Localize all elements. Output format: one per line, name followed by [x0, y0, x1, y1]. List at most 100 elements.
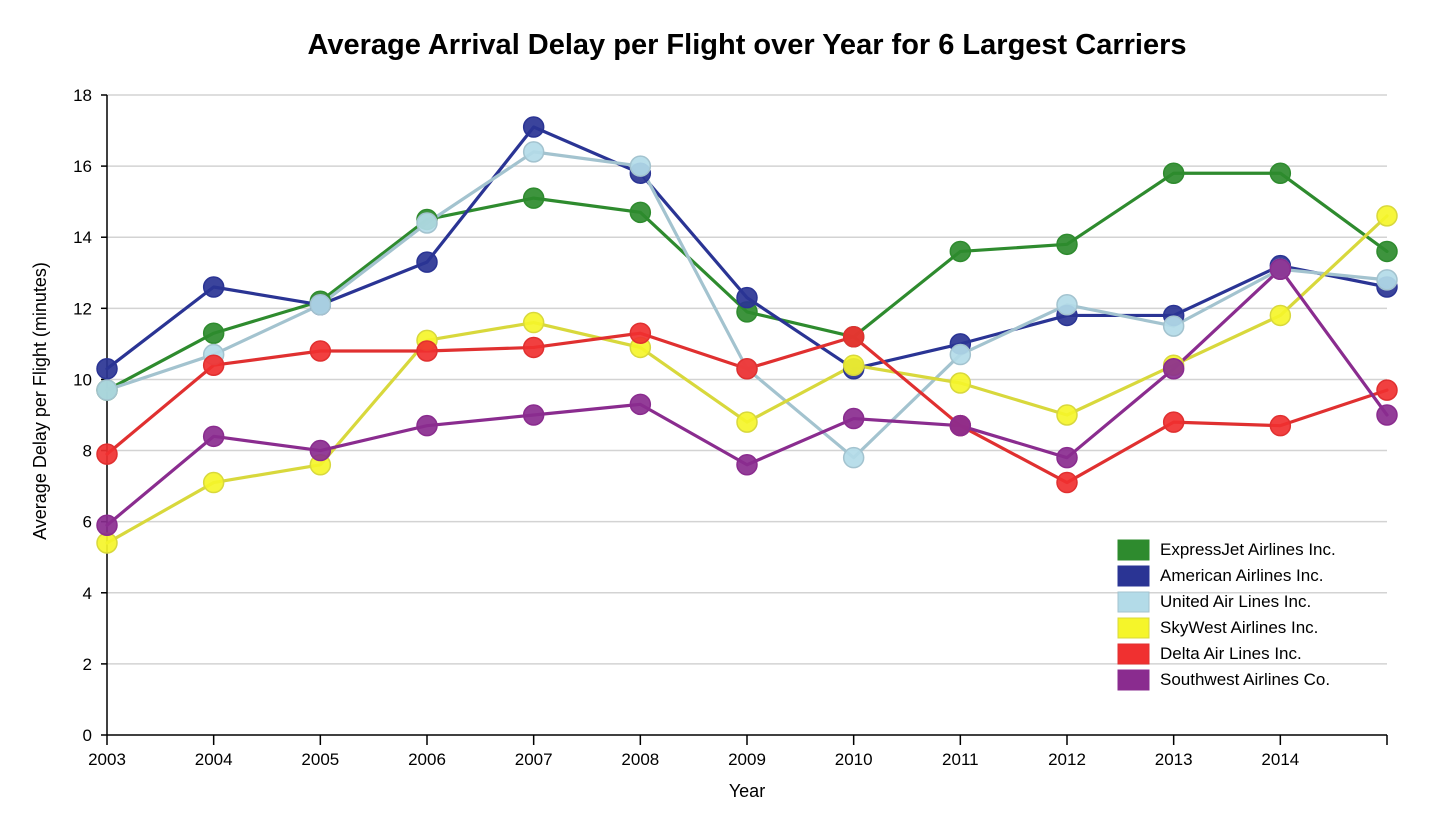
data-point: [1162, 162, 1185, 184]
x-tick-label: 2005: [301, 750, 339, 769]
data-point: [1056, 446, 1078, 469]
data-point: [309, 340, 332, 362]
y-tick-label: 6: [83, 513, 92, 532]
data-point: [96, 358, 118, 380]
data-point: [96, 443, 118, 465]
data-point: [629, 201, 652, 224]
data-point: [736, 286, 758, 309]
data-point: [949, 240, 972, 263]
data-point: [522, 336, 545, 359]
data-point: [416, 251, 438, 273]
data-point: [1056, 404, 1078, 426]
legend-swatch: [1117, 617, 1150, 639]
data-point: [1376, 404, 1398, 426]
legend-swatch: [1117, 591, 1150, 613]
data-point: [1162, 358, 1185, 380]
data-point: [522, 116, 545, 138]
y-tick-label: 12: [73, 299, 92, 318]
chart-title: Average Arrival Delay per Flight over Ye…: [308, 29, 1187, 61]
legend-swatch: [1117, 539, 1150, 561]
data-point: [309, 439, 332, 462]
data-point: [1162, 315, 1185, 337]
x-tick-label: 2010: [835, 750, 873, 769]
legend-swatch: [1117, 669, 1150, 691]
y-tick-label: 0: [83, 726, 92, 745]
data-point: [736, 411, 758, 433]
data-point: [96, 532, 118, 554]
data-point: [416, 340, 438, 362]
x-tick-label: 2012: [1048, 750, 1086, 769]
series-line-0: [105, 171, 1389, 392]
legend-label: American Airlines Inc.: [1160, 566, 1323, 585]
x-tick-label: 2011: [942, 750, 979, 769]
y-tick-label: 18: [73, 86, 92, 105]
data-point: [1269, 414, 1292, 437]
x-tick-label: 2004: [195, 750, 233, 769]
legend-label: United Air Lines Inc.: [1160, 592, 1311, 611]
x-tick-label: 2007: [515, 750, 553, 769]
data-point: [1376, 379, 1398, 401]
y-tick-label: 2: [83, 655, 92, 674]
x-tick-label: 2008: [621, 750, 659, 769]
data-point: [522, 404, 545, 426]
data-point: [629, 155, 652, 177]
legend-swatch: [1117, 643, 1150, 665]
data-point: [202, 425, 225, 448]
data-point: [309, 294, 332, 316]
data-point: [1056, 233, 1078, 256]
data-point: [629, 393, 652, 416]
y-tick-label: 10: [73, 370, 92, 389]
legend-label: Delta Air Lines Inc.: [1160, 644, 1302, 663]
data-point: [1376, 240, 1398, 263]
axes: 0 2 4 6 8 10 12 14 16 18 2003 2004 2005 2006 2007 2008 2…: [73, 86, 1388, 769]
data-point: [736, 454, 758, 476]
data-point: [1056, 471, 1078, 494]
data-point: [842, 354, 865, 376]
x-tick-label: 2013: [1155, 750, 1193, 769]
data-point: [202, 354, 225, 376]
data-point: [96, 379, 118, 401]
data-point: [1269, 258, 1292, 280]
data-point: [842, 326, 865, 348]
data-point: [202, 471, 225, 494]
data-point: [949, 372, 972, 394]
legend-swatch: [1117, 565, 1150, 587]
data-point: [1376, 205, 1398, 227]
data-points: [96, 116, 1398, 554]
y-tick-label: 16: [73, 157, 92, 176]
data-point: [1269, 304, 1292, 327]
y-tick-label: 8: [83, 442, 92, 461]
legend-label: SkyWest Airlines Inc.: [1160, 618, 1318, 637]
data-point: [842, 446, 865, 469]
data-point: [842, 407, 865, 430]
y-tick-label: 4: [83, 584, 92, 603]
y-tick-label: 14: [73, 228, 92, 247]
legend-label: Southwest Airlines Co.: [1160, 670, 1330, 689]
data-point: [949, 414, 972, 437]
x-tick-label: 2009: [728, 750, 766, 769]
x-tick-label: 2014: [1261, 750, 1299, 769]
series-lines: [105, 125, 1389, 545]
y-axis-label: Average Delay per Flight (minutes): [30, 262, 50, 540]
data-point: [1269, 162, 1292, 184]
x-axis-label: Year: [729, 781, 765, 801]
x-tick-label: 2006: [408, 750, 446, 769]
data-point: [736, 358, 758, 380]
data-point: [522, 311, 545, 334]
legend: ExpressJet Airlines Inc. American Airline…: [1117, 539, 1336, 691]
data-point: [1376, 269, 1398, 291]
data-point: [202, 276, 225, 298]
data-point: [522, 141, 545, 163]
data-point: [1162, 411, 1185, 433]
x-tick-label: 2003: [88, 750, 126, 769]
data-point: [416, 414, 438, 437]
data-point: [522, 187, 545, 209]
data-point: [416, 212, 438, 234]
data-point: [949, 343, 972, 366]
data-point: [1056, 294, 1078, 316]
legend-label: ExpressJet Airlines Inc.: [1160, 540, 1336, 559]
data-point: [96, 514, 118, 536]
series-line-1: [105, 125, 1389, 371]
